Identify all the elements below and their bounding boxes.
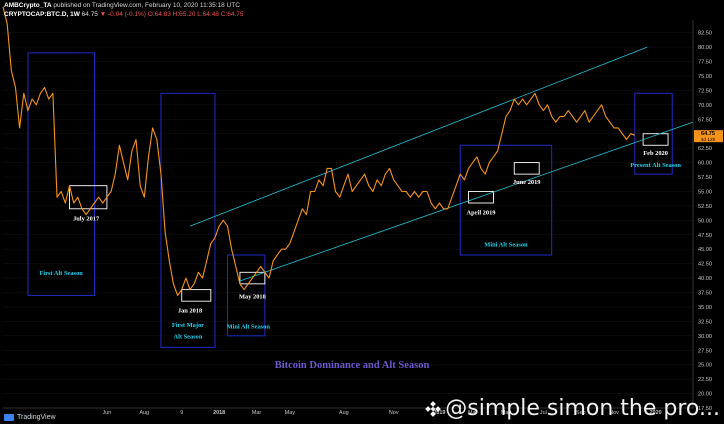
binance-diamond-icon xyxy=(425,400,442,417)
x-tick-label: Aug xyxy=(339,410,349,416)
x-tick-label: May xyxy=(501,410,511,416)
x-axis: Jun Aug 9 2018 Mar May Aug Nov 2019 Mar May Jul Sep N… xyxy=(3,407,693,416)
symbol-name[interactable]: CRYPTOCAP:BTC.D, 1W xyxy=(4,11,80,18)
annotation-label: Mini Alt Season xyxy=(484,241,528,248)
x-tick-label: Jun xyxy=(103,410,112,416)
y-tick-label: 80.00 xyxy=(698,45,712,51)
tradingview-logo-text: TradingView xyxy=(17,414,56,421)
tradingview-logo-icon xyxy=(4,414,14,421)
author-name[interactable]: AMBCrypto_TA xyxy=(4,2,52,9)
y-tick-label: 62.50 xyxy=(698,146,712,152)
watermark-text: @simple simon the pro... xyxy=(445,396,720,421)
marker-box xyxy=(239,271,266,285)
y-tick-label: 45.00 xyxy=(698,247,712,253)
x-tick-label: May xyxy=(285,410,295,416)
y-tick-label: 42.50 xyxy=(698,262,712,268)
last-price-label: 64.75 xyxy=(701,131,715,137)
y-tick-label: 27.50 xyxy=(698,348,712,354)
x-tick-label: Aug xyxy=(140,410,150,416)
annotation-label: Feb 2020 xyxy=(643,150,668,157)
y-tick-label: 70.00 xyxy=(698,103,712,109)
publish-info: AMBCrypto_TA published on TradingView.co… xyxy=(4,2,240,9)
y-tick-label: 60.00 xyxy=(698,161,712,167)
marker-box xyxy=(69,185,108,210)
x-tick-label: 2019 xyxy=(433,410,445,416)
chart-annotations: July 2017 First Alt Season Jan 2018 First M… xyxy=(40,150,682,341)
y-tick-label: 77.50 xyxy=(698,60,712,66)
season-box xyxy=(459,144,553,256)
last-price-tag xyxy=(694,130,723,143)
y-tick-label: 17.50 xyxy=(698,406,712,412)
y-tick-label: 25.00 xyxy=(698,363,712,369)
y-tick-label: 52.50 xyxy=(698,204,712,210)
x-tick-label: Nov xyxy=(389,410,399,416)
x-tick-label: 9 xyxy=(180,410,183,416)
y-tick-label: 72.50 xyxy=(698,88,712,94)
symbol-info: CRYPTOCAP:BTC.D, 1W 64.75 ▼ -0.04 (-0.1%… xyxy=(4,11,244,18)
season-box xyxy=(27,52,95,296)
x-tick-label: Sep xyxy=(576,410,586,416)
x-tick-label: Mar xyxy=(468,410,477,416)
annotation-label: First Major xyxy=(172,322,204,329)
annotation-label: Alt Season xyxy=(173,334,202,341)
chart-grid xyxy=(3,32,693,409)
chart-boxes xyxy=(27,52,673,348)
publish-text: published on TradingView.com, February 1… xyxy=(51,2,240,9)
y-axis: 82.5080.0077.5075.0072.5070.0067.5065.00… xyxy=(692,20,723,412)
y-tick-label: 67.50 xyxy=(698,117,712,123)
channel-line xyxy=(189,46,648,227)
y-tick-label: 30.00 xyxy=(698,334,712,340)
chart-title: Bitcoin Dominance and Alt Season xyxy=(275,360,430,371)
y-tick-label: 50.00 xyxy=(698,218,712,224)
x-tick-label: Nov xyxy=(609,410,619,416)
y-tick-label: 57.50 xyxy=(698,175,712,181)
annotation-label: First Alt Season xyxy=(40,270,84,277)
y-tick-label: 20.00 xyxy=(698,392,712,398)
y-tick-label: 75.00 xyxy=(698,74,712,80)
y-tick-label: 32.50 xyxy=(698,319,712,325)
tradingview-logo[interactable]: TradingView xyxy=(4,414,56,421)
annotation-label: Jan 2018 xyxy=(178,308,202,315)
marker-box xyxy=(181,289,212,302)
x-tick-label: Jul xyxy=(540,410,547,416)
price-line xyxy=(2,6,635,296)
last-time-label: 4d 12h xyxy=(701,137,716,143)
watermark: @simple simon the pro... xyxy=(425,396,720,421)
x-tick-label: 2018 xyxy=(213,410,225,416)
season-box xyxy=(226,254,266,337)
annotation-label: April 2019 xyxy=(467,210,496,217)
season-box xyxy=(634,92,673,175)
y-tick-label: 82.50 xyxy=(698,31,712,37)
annotation-label: July 2017 xyxy=(73,215,100,222)
channel-line xyxy=(239,121,694,282)
price-series xyxy=(2,6,635,296)
x-tick-label: Mar xyxy=(252,410,261,416)
annotation-label: Mini Alt Season xyxy=(227,323,271,330)
y-tick-label: 40.00 xyxy=(698,276,712,282)
y-tick-label: 37.50 xyxy=(698,291,712,297)
marker-box xyxy=(513,162,540,175)
annotation-label: May 2018 xyxy=(239,293,266,300)
y-tick-label: 55.00 xyxy=(698,189,712,195)
y-tick-label: 47.50 xyxy=(698,233,712,239)
marker-box xyxy=(468,191,494,204)
y-tick-label: 35.00 xyxy=(698,305,712,311)
annotation-label: Present Alt Season xyxy=(630,162,681,169)
channel-lines xyxy=(189,46,694,282)
change-value: ▼ -0.04 (-0.1%) xyxy=(99,11,146,18)
last-value: 64.75 xyxy=(81,11,98,18)
annotation-label: June 2019 xyxy=(513,179,541,186)
y-tick-label: 22.50 xyxy=(698,377,712,383)
ohlc-values: O:64.83 H:65.20 L:64.48 C:64.75 xyxy=(147,11,244,18)
x-tick-label: 2020 xyxy=(650,410,662,416)
season-box xyxy=(160,92,216,348)
